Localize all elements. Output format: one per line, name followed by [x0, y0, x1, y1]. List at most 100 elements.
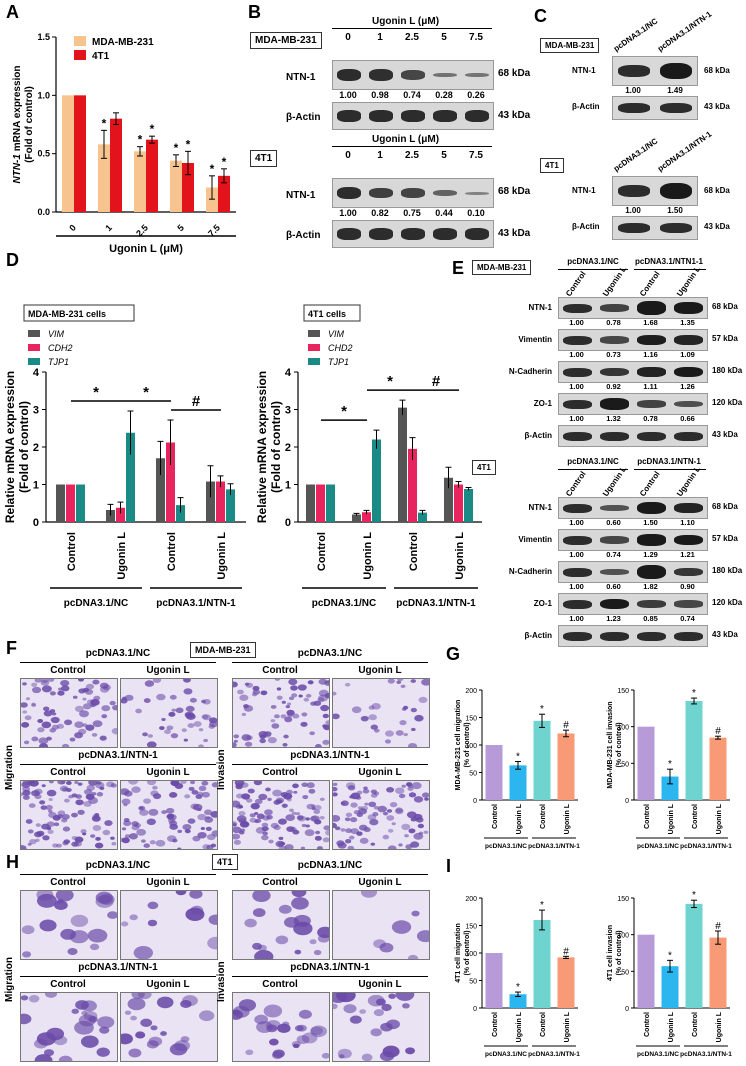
x-tick-label: Control: [408, 532, 420, 571]
band: [618, 103, 650, 113]
y-tick-label: 0: [473, 1006, 477, 1013]
cell-mark: [171, 781, 179, 787]
cell-mark: [124, 834, 131, 839]
bar: [509, 765, 527, 800]
cell-mark: [171, 708, 176, 712]
cell-mark: [146, 741, 157, 747]
y-axis-title: Relative mRNA expression: [3, 371, 17, 523]
conc-label: 7.5: [469, 32, 483, 43]
y-axis-title: MDA-MB-231 cell migration: [455, 700, 462, 791]
density-value: 0.74: [680, 614, 695, 623]
bar: [685, 903, 703, 1008]
cell-mark: [294, 949, 302, 955]
density-value: 1.11: [643, 382, 658, 391]
cell-mark: [315, 743, 322, 747]
conc-label: 1: [377, 150, 383, 161]
lane-label: Control: [638, 469, 662, 499]
cell-mark: [265, 787, 271, 792]
cell-mark: [99, 786, 105, 791]
band: [563, 599, 592, 609]
cell-mark: [149, 840, 156, 845]
y-tick-label: 3: [33, 405, 39, 417]
cell-mark: [387, 845, 397, 849]
bar: [134, 151, 146, 212]
band: [600, 568, 629, 576]
cell-mark: [391, 920, 412, 934]
cell-mark: [377, 805, 387, 813]
cell-mark: [270, 822, 279, 829]
bar: [464, 489, 473, 522]
cell-mark: [395, 993, 415, 1001]
column-label: pcDNA3.1/NC: [612, 16, 660, 54]
cell-mark: [152, 785, 158, 790]
bar: [226, 489, 235, 522]
cell-mark: [61, 814, 70, 820]
cell-mark: [85, 683, 95, 690]
condition-label: Control: [262, 767, 298, 778]
cell-mark: [177, 829, 183, 834]
cell-mark: [188, 786, 195, 791]
blot-strip: [558, 393, 708, 415]
title-underline: [332, 28, 492, 29]
cell-mark: [373, 1009, 384, 1017]
cell-mark: [161, 810, 167, 815]
cell-mark: [391, 822, 396, 826]
cell-mark: [44, 993, 58, 998]
cell-mark: [71, 835, 78, 840]
micrograph-cells: [21, 993, 115, 1061]
bar: [206, 187, 218, 212]
cell-mark: [110, 836, 115, 840]
cell-mark: [402, 705, 409, 710]
cell-mark: [34, 794, 42, 800]
x-tick-label: Ugonin L: [564, 1011, 571, 1042]
cell-mark: [190, 905, 204, 915]
cell-mark: [271, 723, 280, 729]
cell-mark: [424, 797, 429, 801]
loading-label: β-Actin: [286, 230, 321, 241]
density-value: 0.85: [643, 614, 658, 623]
bar: [216, 481, 225, 522]
loading-label: β-Actin: [286, 112, 321, 123]
cell-mark: [27, 829, 34, 834]
bar: [352, 514, 361, 522]
bar: [709, 937, 727, 1008]
cell-mark: [333, 814, 341, 822]
cell-mark: [96, 781, 102, 785]
density-value: 1.00: [339, 90, 357, 100]
y-tick-label: 200: [465, 688, 477, 695]
row-label: β-Actin: [524, 631, 552, 640]
cell-mark: [40, 805, 48, 810]
cell-mark: [193, 721, 202, 727]
micrographs-h: 4T1 pcDNA3.1/NC Control Ugonin L pcDNA3.1/NT…: [0, 852, 440, 1066]
group-label: pcDNA3.1/NTN-1: [290, 962, 370, 973]
lane-label: Control: [638, 269, 662, 299]
group-underline: [20, 976, 216, 977]
bar: [170, 160, 182, 212]
cell-mark: [21, 702, 28, 708]
cell-mark: [68, 794, 74, 799]
cell-mark: [177, 847, 182, 849]
cell-mark: [395, 787, 405, 794]
density-value: 1.68: [643, 318, 658, 327]
cell-mark: [90, 834, 96, 838]
band: [563, 503, 592, 513]
micrograph-cells: [21, 781, 117, 849]
cell-mark: [22, 710, 27, 714]
density-value: 0.78: [643, 414, 658, 423]
cell-mark: [289, 826, 297, 832]
micrograph-cells: [244, 891, 329, 959]
cell-mark: [96, 1047, 110, 1057]
band: [600, 598, 629, 610]
cell-mark: [143, 698, 151, 703]
cell-mark: [260, 690, 268, 696]
micrograph-image: [232, 992, 330, 1062]
cell-mark: [398, 843, 403, 847]
x-tick-label: 5: [175, 223, 186, 234]
cell-mark: [291, 891, 307, 898]
target-blot: [612, 56, 698, 86]
cell-mark: [75, 799, 84, 806]
cell-mark: [421, 792, 429, 798]
target-label: NTN-1: [286, 72, 316, 83]
cell-mark: [287, 702, 292, 706]
cell-mark: [364, 802, 369, 806]
